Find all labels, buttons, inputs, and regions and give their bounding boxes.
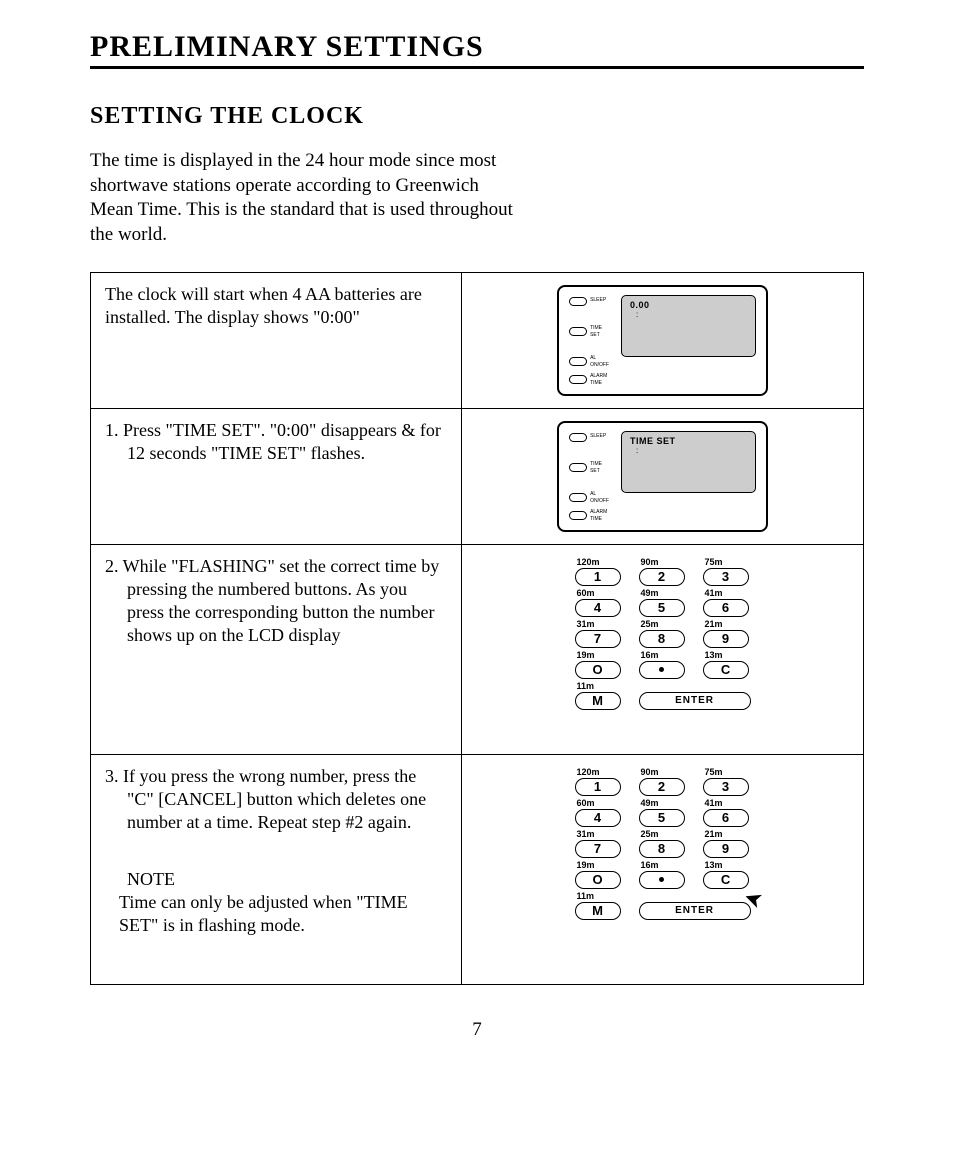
keypad-caption: 11m bbox=[577, 681, 595, 692]
keypad-key: 2 bbox=[639, 778, 685, 796]
keypad-caption: 21m bbox=[705, 829, 723, 840]
keypad-caption: 21m bbox=[705, 619, 723, 630]
keypad-key: 6 bbox=[703, 809, 749, 827]
keypad-caption: 16m bbox=[641, 860, 659, 871]
step-text-cell: 3. If you press the wrong number, press … bbox=[91, 754, 462, 984]
keypad-caption: 49m bbox=[641, 588, 659, 599]
step-text: The clock will start when 4 AA batteries… bbox=[105, 283, 447, 329]
keypad-key: 9 bbox=[703, 630, 749, 648]
table-row: 1. Press "TIME SET". "0:00" disappears &… bbox=[91, 408, 864, 544]
keypad-key: 7 bbox=[575, 630, 621, 648]
table-row: 3. If you press the wrong number, press … bbox=[91, 754, 864, 984]
note-label: NOTE bbox=[105, 868, 447, 891]
keypad-caption: 16m bbox=[641, 650, 659, 661]
keypad-caption: 19m bbox=[577, 860, 595, 871]
keypad-key: 3 bbox=[703, 778, 749, 796]
panel-side-button: ALARMTIME bbox=[569, 374, 609, 386]
lcd-screen: TIME SET: bbox=[621, 431, 756, 493]
keypad-key: 8 bbox=[639, 840, 685, 858]
keypad-caption: 41m bbox=[705, 588, 723, 599]
panel-side-button: SLEEP bbox=[569, 297, 609, 306]
panel-side-button: ALARMTIME bbox=[569, 510, 609, 522]
keypad-key: 3 bbox=[703, 568, 749, 586]
keypad-caption: 25m bbox=[641, 619, 659, 630]
step-figure-cell: SLEEP TIMESET ALON/OFF ALARMTIME TIME SET: bbox=[462, 408, 864, 544]
keypad-key: 1 bbox=[575, 568, 621, 586]
keypad: 120m1 90m2 75m3 60m4 49m5 41m6 31m7 25m8 21m9 19m… bbox=[575, 767, 751, 922]
keypad-key: 5 bbox=[639, 809, 685, 827]
keypad-key: C bbox=[703, 871, 749, 889]
keypad-caption: 41m bbox=[705, 798, 723, 809]
radio-panel: SLEEP TIMESET ALON/OFF ALARMTIME TIME SET: bbox=[557, 421, 768, 532]
keypad-caption: 49m bbox=[641, 798, 659, 809]
table-row: The clock will start when 4 AA batteries… bbox=[91, 272, 864, 408]
keypad-caption: 60m bbox=[577, 798, 595, 809]
keypad-key-enter: ENTER bbox=[639, 902, 751, 920]
keypad-caption: 120m bbox=[577, 767, 600, 778]
steps-table: The clock will start when 4 AA batteries… bbox=[90, 272, 864, 985]
keypad-key: 9 bbox=[703, 840, 749, 858]
keypad-caption: 120m bbox=[577, 557, 600, 568]
step-figure-cell: SLEEP TIMESET ALON/OFF ALARMTIME 0.00: bbox=[462, 272, 864, 408]
keypad-key-enter: ENTER bbox=[639, 692, 751, 710]
page-number: 7 bbox=[90, 1019, 864, 1041]
lcd-text: 0.00 bbox=[630, 300, 650, 312]
keypad-caption: 60m bbox=[577, 588, 595, 599]
keypad-caption: 13m bbox=[705, 860, 723, 871]
note-body: Time can only be adjusted when "TIME SET… bbox=[105, 891, 447, 937]
page-title: PRELIMINARY SETTINGS bbox=[90, 30, 864, 69]
keypad-caption: 19m bbox=[577, 650, 595, 661]
keypad-key: 4 bbox=[575, 809, 621, 827]
radio-panel: SLEEP TIMESET ALON/OFF ALARMTIME 0.00: bbox=[557, 285, 768, 396]
keypad-caption: 13m bbox=[705, 650, 723, 661]
panel-side-button: ALON/OFF bbox=[569, 356, 609, 368]
lcd-screen: 0.00: bbox=[621, 295, 756, 357]
keypad-caption: 31m bbox=[577, 619, 595, 630]
keypad-caption: 75m bbox=[705, 557, 723, 568]
step-text: 2. While "FLASHING" set the correct time… bbox=[105, 555, 447, 647]
panel-side-button: TIMESET bbox=[569, 326, 609, 338]
keypad-caption: 31m bbox=[577, 829, 595, 840]
keypad-key: 8 bbox=[639, 630, 685, 648]
keypad-key: C bbox=[703, 661, 749, 679]
intro-paragraph: The time is displayed in the 24 hour mod… bbox=[90, 149, 520, 248]
keypad-key bbox=[639, 871, 685, 889]
keypad-key: O bbox=[575, 871, 621, 889]
step-text: 1. Press "TIME SET". "0:00" disappears &… bbox=[105, 419, 447, 465]
keypad-key: 5 bbox=[639, 599, 685, 617]
panel-side-button: SLEEP bbox=[569, 433, 609, 442]
keypad-key: 6 bbox=[703, 599, 749, 617]
panel-side-button: TIMESET bbox=[569, 462, 609, 474]
keypad-key-m: M bbox=[575, 902, 621, 920]
keypad-key: 7 bbox=[575, 840, 621, 858]
keypad-caption: 11m bbox=[577, 891, 595, 902]
keypad-caption: 90m bbox=[641, 767, 659, 778]
keypad-caption: 90m bbox=[641, 557, 659, 568]
keypad-caption: 25m bbox=[641, 829, 659, 840]
keypad-key: 4 bbox=[575, 599, 621, 617]
step-figure-cell: 120m1 90m2 75m3 60m4 49m5 41m6 31m7 25m8 21m9 19m… bbox=[462, 754, 864, 984]
keypad-key: O bbox=[575, 661, 621, 679]
table-row: 2. While "FLASHING" set the correct time… bbox=[91, 544, 864, 754]
step-text: 3. If you press the wrong number, press … bbox=[105, 765, 447, 834]
step-text-cell: 1. Press "TIME SET". "0:00" disappears &… bbox=[91, 408, 462, 544]
keypad-key: 1 bbox=[575, 778, 621, 796]
section-title: SETTING THE CLOCK bbox=[90, 103, 864, 130]
step-text-cell: The clock will start when 4 AA batteries… bbox=[91, 272, 462, 408]
keypad-key-m: M bbox=[575, 692, 621, 710]
step-text-cell: 2. While "FLASHING" set the correct time… bbox=[91, 544, 462, 754]
step-figure-cell: 120m1 90m2 75m3 60m4 49m5 41m6 31m7 25m8 21m9 19m… bbox=[462, 544, 864, 754]
keypad-key bbox=[639, 661, 685, 679]
panel-side-button: ALON/OFF bbox=[569, 492, 609, 504]
keypad-key: 2 bbox=[639, 568, 685, 586]
keypad: 120m1 90m2 75m3 60m4 49m5 41m6 31m7 25m8 21m9 19m… bbox=[575, 557, 751, 712]
keypad-caption: 75m bbox=[705, 767, 723, 778]
